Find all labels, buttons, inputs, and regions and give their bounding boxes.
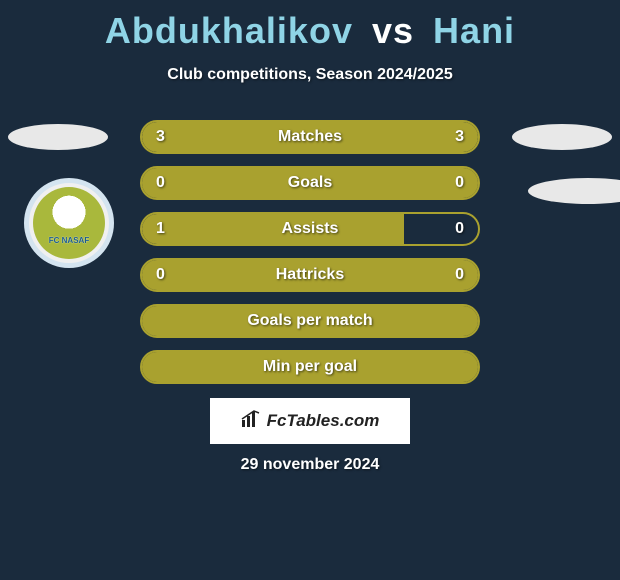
player1-name: Abdukhalikov [105, 10, 353, 51]
stat-label: Goals per match [142, 306, 478, 336]
player2-name: Hani [433, 10, 515, 51]
stat-row: Goals per match [140, 304, 480, 338]
right-marker-top [512, 124, 612, 150]
stat-label: Matches [142, 122, 478, 152]
date-label: 29 november 2024 [0, 456, 620, 474]
stat-label: Hattricks [142, 260, 478, 290]
brand-box: FcTables.com [210, 398, 410, 444]
stat-label: Min per goal [142, 352, 478, 382]
club-badge: FC NASAF [24, 178, 114, 268]
left-marker [8, 124, 108, 150]
club-badge-text: FC NASAF [49, 237, 89, 245]
stat-row: 33Matches [140, 120, 480, 154]
comparison-title: Abdukhalikov vs Hani [0, 0, 620, 52]
subtitle: Club competitions, Season 2024/2025 [0, 66, 620, 84]
brand-chart-icon [241, 410, 261, 433]
stat-row: Min per goal [140, 350, 480, 384]
vs-text: vs [372, 10, 414, 51]
stat-row: 00Goals [140, 166, 480, 200]
stat-row: 10Assists [140, 212, 480, 246]
stat-label: Assists [142, 214, 478, 244]
club-badge-inner: FC NASAF [33, 187, 105, 259]
stat-label: Goals [142, 168, 478, 198]
brand-text: FcTables.com [267, 411, 380, 431]
right-marker-bottom [528, 178, 620, 204]
stat-row: 00Hattricks [140, 258, 480, 292]
stats-container: 33Matches 00Goals 10Assists 00Hattricks Goal… [140, 120, 480, 396]
